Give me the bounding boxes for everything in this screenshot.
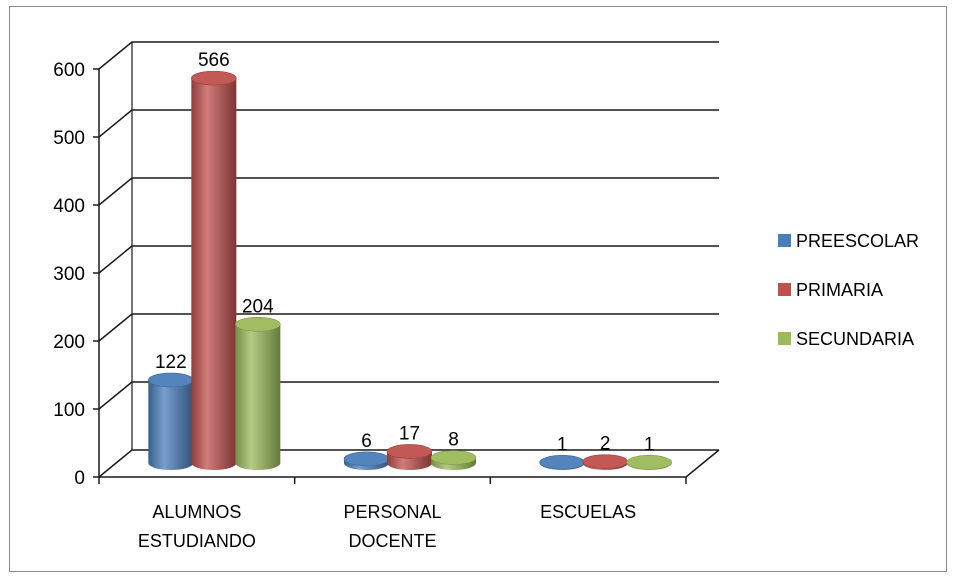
bar-top: [626, 455, 672, 470]
category-label: ALUMNOS ESTUDIANDO: [138, 502, 256, 551]
bar-body: [235, 324, 281, 470]
data-label: 566: [198, 50, 230, 71]
data-label: 1: [644, 434, 655, 455]
bar-top: [148, 372, 194, 388]
bar-preescolar-0: [148, 372, 194, 470]
legend-swatch: [778, 283, 791, 296]
axes: 0 100 200 300 400 500 600 ALUMNOS ESTUDIANDO PERS…: [53, 60, 687, 551]
bar-preescolar-2: [539, 455, 585, 471]
y-tick-label: 0: [74, 468, 85, 489]
bar-secundaria-2: [626, 455, 672, 471]
legend-label: PRIMARIA: [796, 280, 883, 300]
bar-secundaria-0: [235, 316, 281, 470]
category-label: ESCUELAS: [540, 502, 636, 522]
category-label: PERSONAL DOCENTE: [343, 502, 441, 551]
legend-swatch: [778, 234, 791, 247]
bar-primaria-2: [582, 454, 628, 471]
data-label: 2: [600, 434, 611, 455]
data-label: 122: [155, 352, 187, 373]
data-label: 8: [448, 430, 459, 451]
data-label: 6: [361, 431, 372, 452]
bar-top: [343, 451, 390, 467]
data-label: 1: [557, 434, 568, 455]
bar-top: [191, 70, 237, 86]
y-tick-label: 400: [53, 196, 85, 217]
y-tick-label: 300: [53, 264, 85, 285]
bar-body: [191, 78, 237, 471]
legend-label: PREESCOLAR: [796, 231, 919, 251]
y-tick-label: 500: [53, 128, 85, 149]
data-label: 17: [399, 423, 420, 444]
y-tick-label: 100: [53, 400, 85, 421]
bar-primaria-0: [191, 70, 237, 471]
data-label: 204: [242, 296, 274, 317]
bar-top: [539, 455, 585, 470]
bar-top: [582, 454, 628, 469]
bar-top: [235, 316, 281, 332]
gridline: [98, 41, 719, 70]
data-labels: 122 566 204 6 17 8 1 2 1: [155, 50, 654, 455]
bar-top: [430, 450, 477, 465]
bar-secundaria-1: [430, 450, 477, 471]
bar-preescolar-1: [343, 451, 390, 471]
y-tick-label: 200: [53, 332, 85, 353]
bar-top: [386, 444, 433, 459]
legend-swatch: [778, 332, 791, 345]
legend: PREESCOLAR PRIMARIA SECUNDARIA: [778, 231, 919, 349]
legend-label: SECUNDARIA: [796, 329, 914, 349]
y-tick-label: 600: [53, 60, 85, 81]
bar-primaria-1: [386, 444, 433, 471]
bar-body: [148, 380, 194, 470]
bars: [148, 70, 672, 471]
